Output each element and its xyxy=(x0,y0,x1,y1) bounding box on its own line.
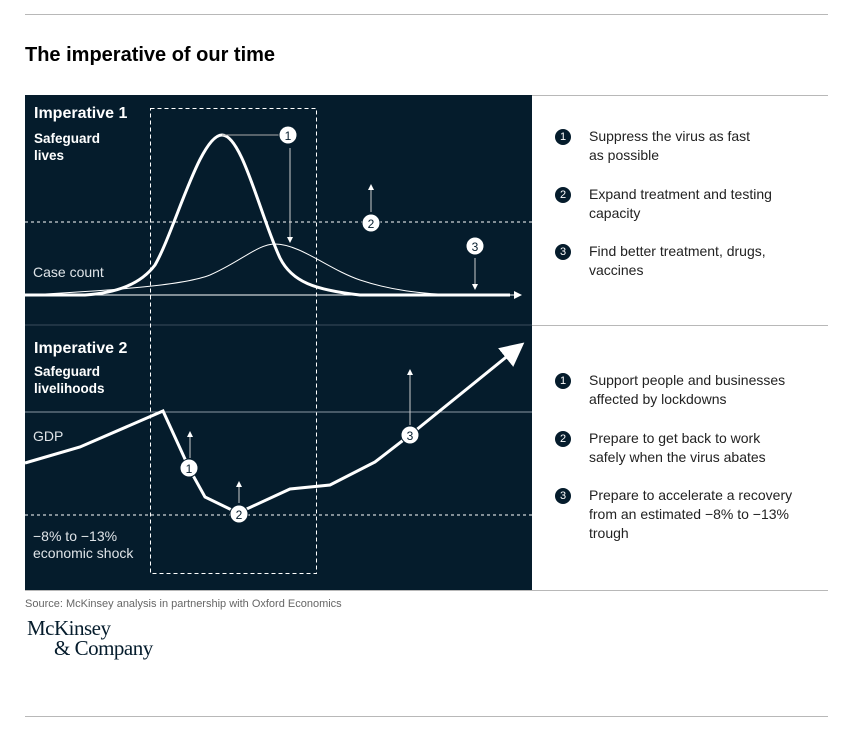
shock-label: −8% to −13% economic shock xyxy=(33,528,134,561)
action-item: 3 Find better treatment, drugs, vaccines xyxy=(555,242,766,280)
source-note: Source: McKinsey analysis in partnership… xyxy=(25,598,342,610)
svg-text:1: 1 xyxy=(285,129,292,143)
number-badge: 3 xyxy=(555,244,571,260)
svg-text:3: 3 xyxy=(407,429,414,443)
page-title: The imperative of our time xyxy=(25,44,276,66)
number-badge: 2 xyxy=(555,187,571,203)
action-item: 3 Prepare to accelerate a recovery from an… xyxy=(555,486,792,543)
marker-3-bottom: 3 xyxy=(400,425,420,445)
svg-text:3: 3 xyxy=(472,240,479,254)
gdp-label: GDP xyxy=(33,428,64,444)
svg-text:2: 2 xyxy=(368,217,375,231)
number-badge: 1 xyxy=(555,129,571,145)
bottom-rule xyxy=(25,716,828,717)
imperative2-heading: Imperative 2 xyxy=(34,340,128,357)
case-count-label: Case count xyxy=(33,264,104,280)
lockdown-window-box xyxy=(150,108,317,574)
action-item: 1 Support people and businesses affected b… xyxy=(555,371,785,409)
marker-2-top: 2 xyxy=(361,213,381,233)
action-item: 2 Prepare to get back to work safely when … xyxy=(555,429,766,467)
svg-text:2: 2 xyxy=(236,508,243,522)
marker-1-bottom: 1 xyxy=(179,458,199,478)
imperative1-subheading: Safeguard lives xyxy=(34,131,101,163)
number-badge: 3 xyxy=(555,488,571,504)
action-item: 1 Suppress the virus as fast as possible xyxy=(555,127,750,165)
number-badge: 2 xyxy=(555,431,571,447)
chart-panel xyxy=(25,95,532,590)
marker-3-top: 3 xyxy=(465,236,485,256)
mckinsey-logo: McKinsey & Company xyxy=(27,616,153,660)
action-item: 2 Expand treatment and testing capacity xyxy=(555,185,772,223)
svg-text:1: 1 xyxy=(186,462,193,476)
marker-1-top: 1 xyxy=(278,125,298,145)
number-badge: 1 xyxy=(555,373,571,389)
imperative2-subheading: Safeguard livelihoods xyxy=(34,364,105,396)
imperative1-heading: Imperative 1 xyxy=(34,105,128,122)
top-rule xyxy=(25,14,828,15)
marker-2-bottom: 2 xyxy=(229,504,249,524)
section-rule xyxy=(25,590,828,591)
